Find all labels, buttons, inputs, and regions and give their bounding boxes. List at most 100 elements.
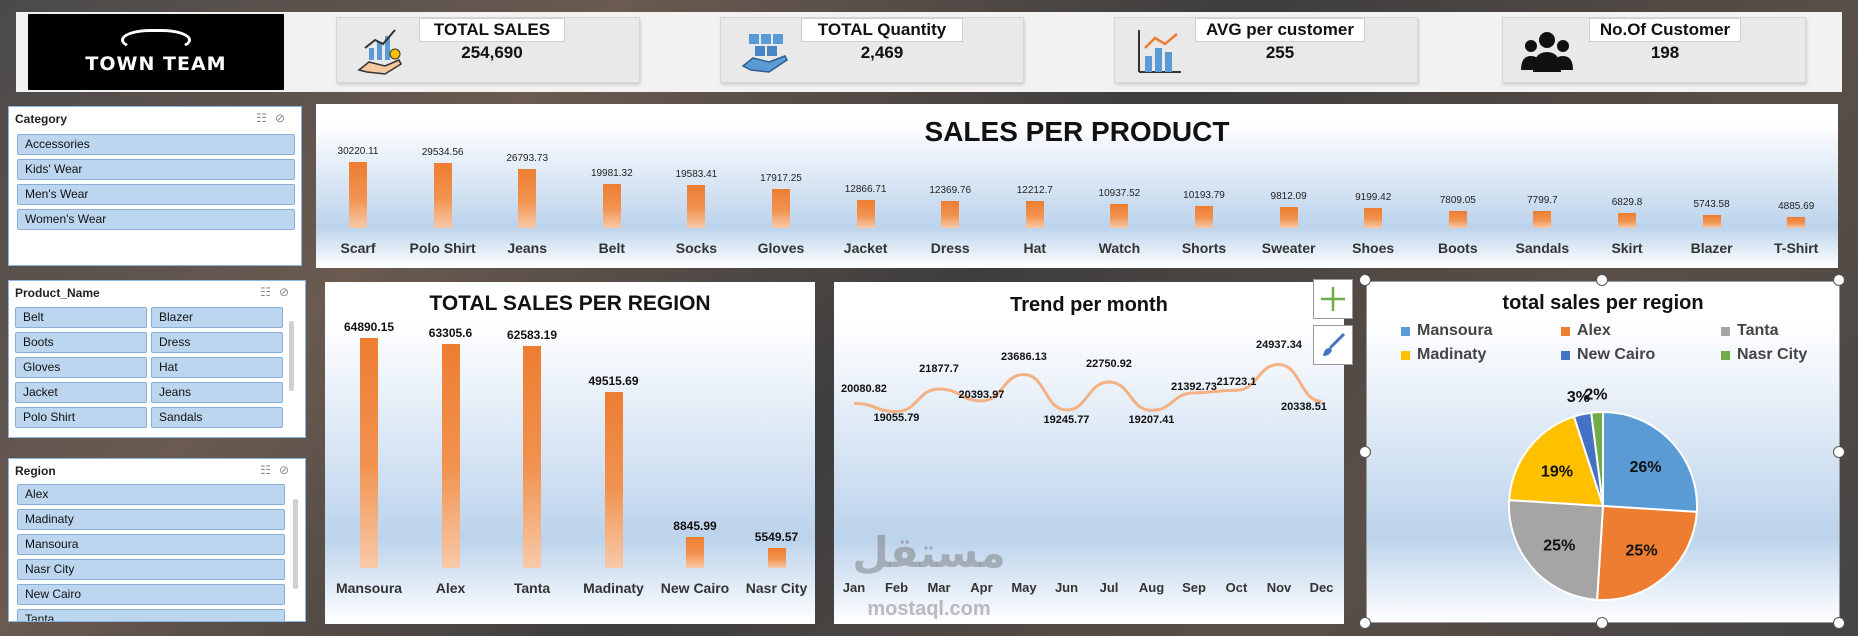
region-slicer[interactable]: Region ☷⊘ Alex Madinaty Mansoura Nasr Ci… bbox=[8, 458, 306, 622]
category-slicer[interactable]: Category ☷⊘ Accessories Kids' Wear Men's… bbox=[8, 106, 302, 266]
slicer-item-madinaty[interactable]: Madinaty bbox=[17, 509, 285, 530]
slicer-item-dress[interactable]: Dress bbox=[151, 332, 283, 353]
legend-label: Alex bbox=[1577, 322, 1611, 339]
add-chart-element-button[interactable] bbox=[1313, 279, 1353, 319]
slicer-item-sandals[interactable]: Sandals bbox=[151, 407, 283, 428]
slicer-item-jacket[interactable]: Jacket bbox=[15, 382, 147, 403]
multi-select-icon[interactable]: ☷ bbox=[256, 111, 275, 125]
month-axis-label: Jun bbox=[1054, 580, 1079, 595]
sales-per-product-chart[interactable]: SALES PER PRODUCT 30220.11 Scarf 29534.56 P… bbox=[316, 104, 1838, 268]
pie-percent-label: 25% bbox=[1626, 543, 1658, 560]
legend-item: Madinaty bbox=[1401, 346, 1486, 364]
resize-handle[interactable] bbox=[1833, 617, 1845, 629]
multi-select-icon[interactable]: ☷ bbox=[260, 463, 279, 477]
pie-slice[interactable] bbox=[1596, 504, 1698, 601]
product-bar-value-label: 26793.73 bbox=[506, 153, 549, 165]
resize-handle[interactable] bbox=[1359, 446, 1371, 458]
resize-handle[interactable] bbox=[1359, 274, 1371, 286]
slicer-item-new-cairo[interactable]: New Cairo bbox=[17, 584, 285, 605]
trend-value-label: 21392.73 bbox=[1171, 380, 1217, 393]
slicer-item-accessories[interactable]: Accessories bbox=[17, 134, 295, 155]
region-category-label: Alex bbox=[435, 580, 466, 596]
product-category-label: Dress bbox=[930, 240, 970, 256]
product-bar-value-label: 10193.79 bbox=[1183, 189, 1225, 201]
slicer-item-nasr-city[interactable]: Nasr City bbox=[17, 559, 285, 580]
product-bar bbox=[772, 188, 790, 228]
kpi-total-quantity-label: TOTAL Quantity bbox=[801, 18, 963, 42]
kpi-avg-per-customer-label: AVG per customer bbox=[1195, 18, 1365, 42]
pie-slice[interactable] bbox=[1508, 499, 1605, 601]
region-slicer-title: Region bbox=[15, 464, 56, 478]
kpi-total-quantity-value: 2,469 bbox=[860, 43, 904, 62]
slicer-item-boots[interactable]: Boots bbox=[15, 332, 147, 353]
slicer-item-belt[interactable]: Belt bbox=[15, 307, 147, 328]
slicer-controls[interactable]: ☷⊘ bbox=[256, 111, 293, 125]
category-slicer-title: Category bbox=[15, 112, 68, 126]
trend-per-month-chart[interactable]: Trend per month 20080.82 Jan 19055.79 Feb 21… bbox=[834, 282, 1344, 624]
slicer-item-hat[interactable]: Hat bbox=[151, 357, 283, 378]
watermark-latin: mostaql.com bbox=[867, 598, 991, 620]
product-category-label: Hat bbox=[1023, 240, 1047, 256]
product-category-label: Sweater bbox=[1261, 240, 1316, 256]
region-bar-value-label: 62583.19 bbox=[506, 328, 558, 343]
hand-chart-icon bbox=[357, 29, 402, 75]
kpi-card-avg-per-customer: AVG per customer 255 bbox=[1114, 17, 1418, 83]
slicer-item-kids-wear[interactable]: Kids' Wear bbox=[17, 159, 295, 180]
product-slicer-title: Product_Name bbox=[15, 286, 100, 300]
product-slicer-scrollbar[interactable] bbox=[289, 321, 294, 391]
trend-value-label: 20338.51 bbox=[1281, 401, 1327, 414]
slicer-item-blazer[interactable]: Blazer bbox=[151, 307, 283, 328]
resize-handle[interactable] bbox=[1833, 446, 1845, 458]
clear-filter-icon[interactable]: ⊘ bbox=[278, 463, 297, 477]
product-bar-value-label: 4885.69 bbox=[1778, 201, 1815, 213]
slicer-item-tanta[interactable]: Tanta bbox=[17, 609, 285, 621]
product-bar-value-label: 19583.41 bbox=[675, 169, 718, 181]
trend-value-label: 19245.77 bbox=[1043, 414, 1090, 427]
slicer-controls[interactable]: ☷⊘ bbox=[260, 463, 297, 477]
product-category-label: Blazer bbox=[1690, 240, 1733, 256]
product-slicer[interactable]: Product_Name ☷⊘ Belt Blazer Boots Dress … bbox=[8, 280, 306, 438]
month-axis-label: Jan bbox=[842, 580, 866, 595]
slicer-item-alex[interactable]: Alex bbox=[17, 484, 285, 505]
product-category-label: Jeans bbox=[507, 240, 548, 256]
slicer-item-gloves[interactable]: Gloves bbox=[15, 357, 147, 378]
slicer-item-womens-wear[interactable]: Women's Wear bbox=[17, 209, 295, 230]
kpi-card-total-quantity: TOTAL Quantity 2,469 bbox=[720, 17, 1024, 83]
chart-styles-button[interactable] bbox=[1313, 325, 1353, 365]
region-slicer-scrollbar[interactable] bbox=[293, 499, 298, 589]
product-category-label: Shorts bbox=[1181, 240, 1227, 256]
resize-handle[interactable] bbox=[1359, 617, 1371, 629]
legend-label: Nasr City bbox=[1737, 346, 1808, 363]
brand-name: TOWN TEAM bbox=[85, 53, 227, 75]
month-axis-label: Aug bbox=[1138, 580, 1165, 595]
slicer-item-mens-wear[interactable]: Men's Wear bbox=[17, 184, 295, 205]
region-share-pie-chart[interactable]: total sales per region Mansoura Alex Tanta… bbox=[1366, 281, 1840, 623]
chart-title: total sales per region bbox=[1502, 292, 1704, 314]
pie-slice[interactable] bbox=[1602, 410, 1698, 513]
region-bar-value-label: 49515.69 bbox=[588, 374, 639, 389]
product-category-label: Boots bbox=[1437, 240, 1478, 256]
pie-slice[interactable] bbox=[1508, 415, 1605, 508]
pie-percent-label: 3% bbox=[1567, 389, 1590, 406]
legend-item: Nasr City bbox=[1721, 346, 1807, 364]
product-bar-value-label: 10937.52 bbox=[1098, 188, 1141, 200]
product-bar-value-label: 30220.11 bbox=[337, 146, 379, 157]
resize-handle[interactable] bbox=[1596, 274, 1608, 286]
sales-per-region-bar-chart[interactable]: TOTAL SALES PER REGION 64890.15 Mansoura 6… bbox=[325, 282, 815, 624]
product-category-label: Jacket bbox=[843, 240, 888, 256]
region-bar-value-label: 63305.6 bbox=[428, 325, 473, 340]
clear-filter-icon[interactable]: ⊘ bbox=[274, 111, 293, 125]
resize-handle[interactable] bbox=[1833, 274, 1845, 286]
product-category-label: Watch bbox=[1098, 240, 1141, 256]
product-category-label: Polo Shirt bbox=[409, 240, 476, 256]
multi-select-icon[interactable]: ☷ bbox=[260, 285, 279, 299]
slicer-item-polo-shirt[interactable]: Polo Shirt bbox=[15, 407, 147, 428]
resize-handle[interactable] bbox=[1596, 617, 1608, 629]
legend-swatch bbox=[1401, 326, 1410, 336]
slicer-controls[interactable]: ☷⊘ bbox=[260, 285, 297, 299]
slicer-item-jeans[interactable]: Jeans bbox=[151, 382, 283, 403]
trend-value-label: 22750.92 bbox=[1086, 357, 1132, 370]
pie-slice[interactable] bbox=[1590, 410, 1604, 507]
slicer-item-mansoura[interactable]: Mansoura bbox=[17, 534, 285, 555]
clear-filter-icon[interactable]: ⊘ bbox=[278, 285, 297, 299]
